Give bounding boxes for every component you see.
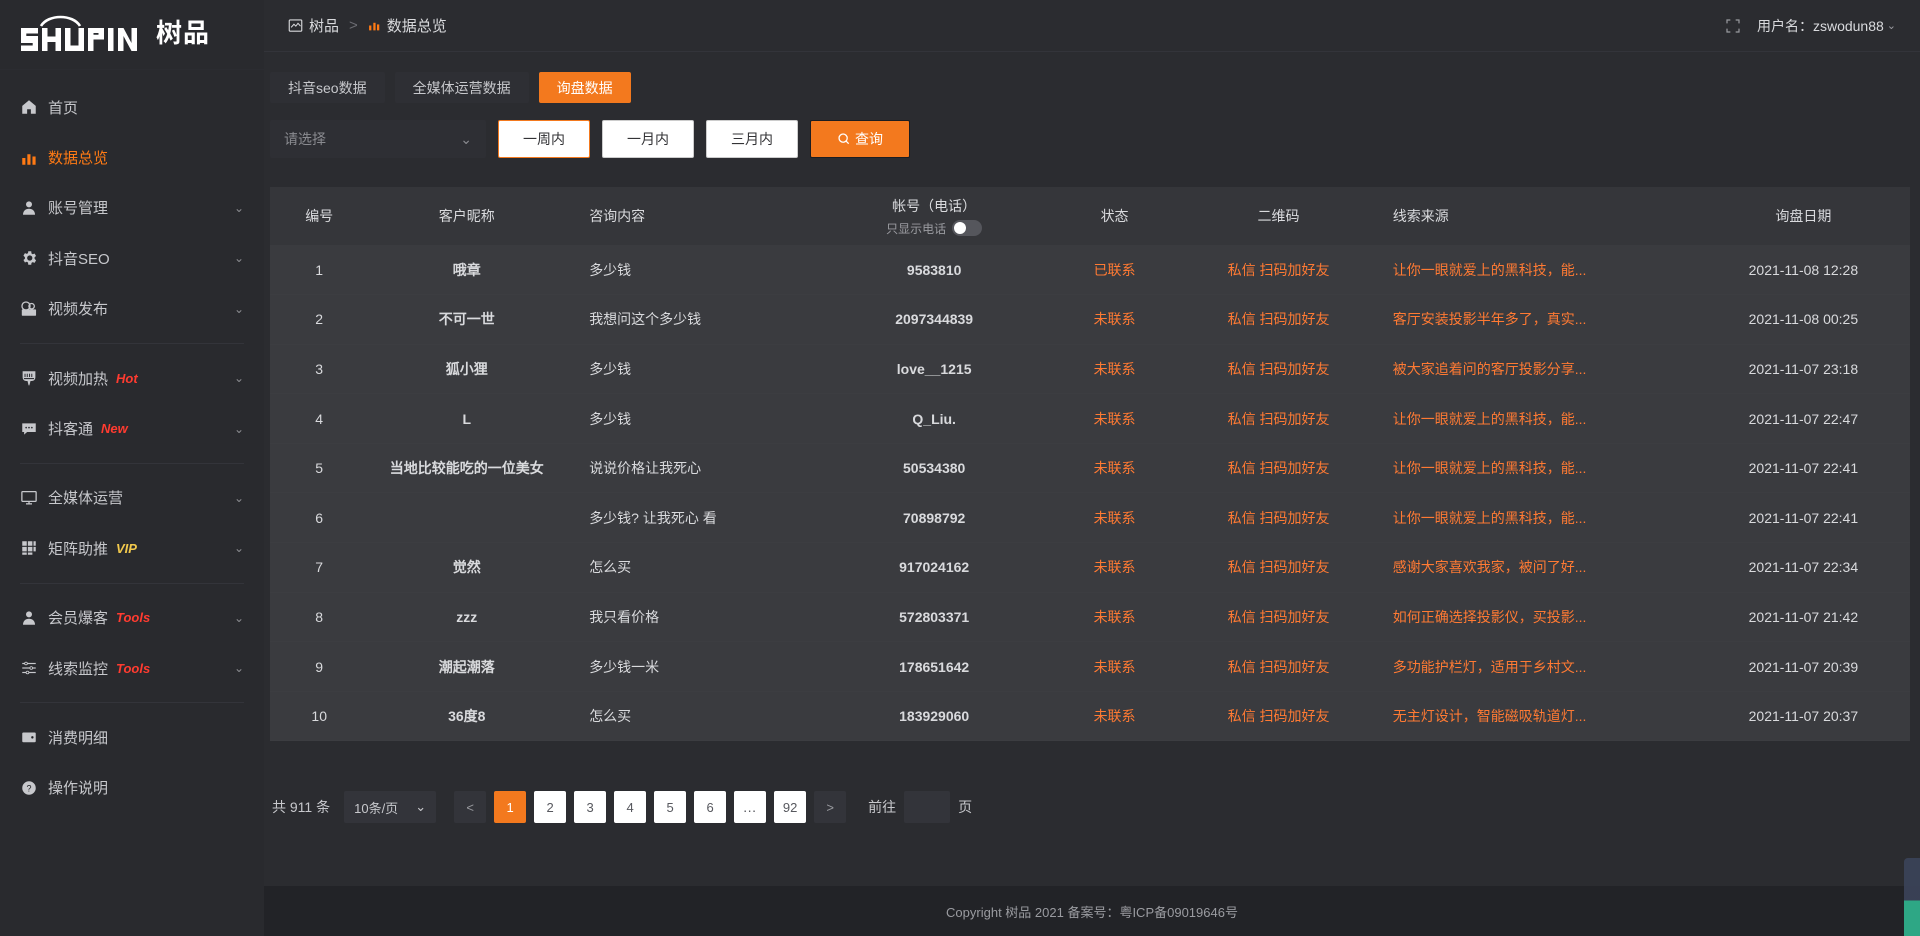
svg-text:?: ? — [26, 783, 31, 793]
